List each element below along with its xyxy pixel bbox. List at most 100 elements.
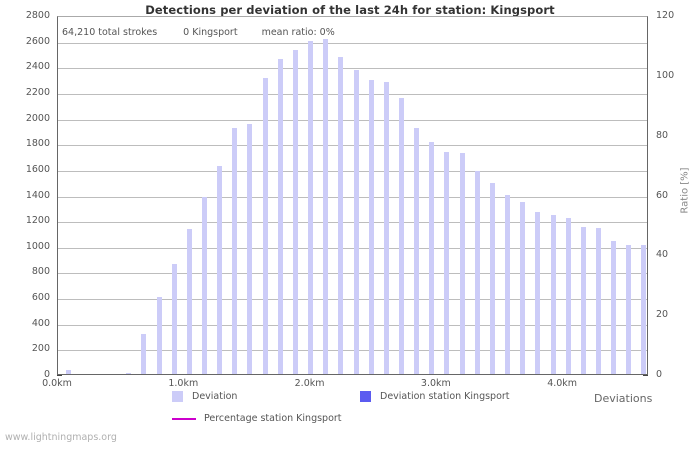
y-axis-left-tick-label: 1600 bbox=[25, 163, 50, 175]
gridline bbox=[58, 273, 647, 275]
bar bbox=[217, 166, 223, 374]
bar bbox=[595, 227, 601, 374]
plot-area bbox=[57, 16, 648, 375]
x-axis-tick-label: 1.0km bbox=[168, 378, 199, 389]
gridline bbox=[58, 247, 647, 249]
y-axis-left-tick-label: 2000 bbox=[25, 112, 50, 124]
legend-label-deviation-station: Deviation station Kingsport bbox=[380, 391, 510, 402]
legend-item-deviation-station[interactable]: Deviation station Kingsport bbox=[360, 391, 510, 402]
annotation-mean-ratio: mean ratio: 0% bbox=[261, 27, 335, 38]
bar bbox=[565, 217, 571, 374]
y-axis-right-tick-label: 120 bbox=[656, 10, 675, 21]
x-axis-tick-label: 3.0km bbox=[420, 378, 451, 389]
gridline bbox=[58, 68, 647, 70]
bar bbox=[292, 49, 298, 374]
annotation-total-strokes: 64,210 total strokes bbox=[62, 27, 158, 38]
bar-series bbox=[58, 17, 647, 374]
y-axis-right-tick-label: 0 bbox=[656, 369, 663, 380]
gridline bbox=[58, 222, 647, 224]
gridlines bbox=[58, 17, 647, 374]
bar bbox=[232, 127, 238, 374]
legend-line-percentage-station bbox=[172, 417, 196, 420]
x-axis-tick-label: 4.0km bbox=[547, 378, 578, 389]
bar bbox=[126, 372, 132, 374]
watermark: www.lightningmaps.org bbox=[5, 432, 117, 443]
y-axis-right-title: Ratio [%] bbox=[679, 167, 691, 214]
page-title: Detections per deviation of the last 24h… bbox=[145, 3, 555, 17]
legend-item-percentage-station[interactable]: Percentage station Kingsport bbox=[172, 413, 342, 424]
x-axis-tick-label: 2.0km bbox=[294, 378, 325, 389]
y-axis-left-tick-label: 2600 bbox=[25, 35, 50, 47]
legend-swatch-deviation-station bbox=[360, 391, 371, 402]
legend-label-deviation: Deviation bbox=[192, 391, 238, 402]
x-axis-title: Deviations bbox=[594, 392, 653, 405]
y-axis-right-tick-label: 100 bbox=[656, 69, 675, 81]
y-axis-right-tick-label: 40 bbox=[656, 249, 669, 261]
legend: Deviation Deviation station Kingsport Pe… bbox=[0, 388, 700, 428]
x-axis-tick-label: 0.0km bbox=[42, 378, 72, 389]
y-axis-left-tick-label: 2400 bbox=[25, 61, 50, 73]
y-axis-left-tick-label: 0 bbox=[43, 369, 50, 380]
y-axis-left-tick bbox=[57, 375, 62, 376]
bar bbox=[520, 202, 526, 374]
gridline bbox=[58, 93, 647, 95]
y-axis-right-tick-label: 20 bbox=[656, 309, 669, 321]
bar bbox=[398, 98, 404, 374]
bar bbox=[277, 58, 283, 374]
y-axis-left-tick-label: 2800 bbox=[25, 10, 50, 21]
y-axis-left-tick-label: 400 bbox=[31, 317, 50, 329]
y-axis-left-tick-label: 800 bbox=[31, 266, 50, 278]
bar bbox=[171, 263, 177, 374]
bar bbox=[338, 57, 344, 374]
annotation-line: 64,210 total strokes 0 Kingsport mean rati… bbox=[62, 27, 335, 38]
bar bbox=[550, 215, 556, 374]
legend-swatch-deviation bbox=[172, 391, 183, 402]
gridline bbox=[58, 350, 647, 352]
gridline bbox=[58, 299, 647, 301]
bar bbox=[156, 297, 162, 374]
bar bbox=[262, 77, 268, 374]
y-axis-left-tick-label: 1000 bbox=[25, 240, 50, 252]
bar bbox=[474, 171, 480, 374]
bar bbox=[611, 240, 617, 374]
gridline bbox=[58, 324, 647, 326]
bar bbox=[580, 226, 586, 374]
bar bbox=[429, 141, 435, 374]
bar bbox=[444, 152, 450, 374]
y-axis-left-tick-label: 1200 bbox=[25, 215, 50, 227]
bar bbox=[308, 40, 314, 374]
bar bbox=[626, 244, 632, 374]
bar bbox=[368, 80, 374, 374]
y-axis-left-tick-label: 2200 bbox=[25, 86, 50, 98]
bar bbox=[535, 212, 541, 374]
bar bbox=[459, 153, 465, 374]
bar bbox=[65, 370, 71, 374]
bar bbox=[353, 70, 359, 374]
gridline bbox=[58, 119, 647, 121]
bar bbox=[641, 244, 647, 374]
annotation-station-count: 0 Kingsport bbox=[183, 27, 238, 38]
y-axis-left-tick-label: 200 bbox=[31, 343, 50, 355]
gridline bbox=[58, 170, 647, 172]
bar bbox=[247, 123, 253, 374]
gridline bbox=[58, 196, 647, 198]
y-axis-left-title: Count bbox=[0, 168, 3, 199]
y-axis-right-tick-label: 80 bbox=[656, 129, 669, 141]
y-axis-right-tick-label: 60 bbox=[656, 189, 669, 201]
legend-label-percentage-station: Percentage station Kingsport bbox=[204, 413, 342, 424]
bar bbox=[489, 182, 495, 374]
bar bbox=[141, 334, 147, 374]
y-axis-left-tick-label: 600 bbox=[31, 292, 50, 304]
bar bbox=[201, 197, 207, 374]
bar bbox=[323, 39, 329, 374]
bar bbox=[186, 229, 192, 374]
legend-item-deviation[interactable]: Deviation bbox=[172, 391, 237, 402]
y-axis-left-tick-label: 1400 bbox=[25, 189, 50, 201]
bar bbox=[505, 194, 511, 374]
y-axis-right-tick bbox=[643, 375, 648, 376]
bar bbox=[383, 81, 389, 374]
bar bbox=[414, 127, 420, 374]
gridline bbox=[58, 145, 647, 147]
y-axis-left-tick-label: 1800 bbox=[25, 138, 50, 150]
